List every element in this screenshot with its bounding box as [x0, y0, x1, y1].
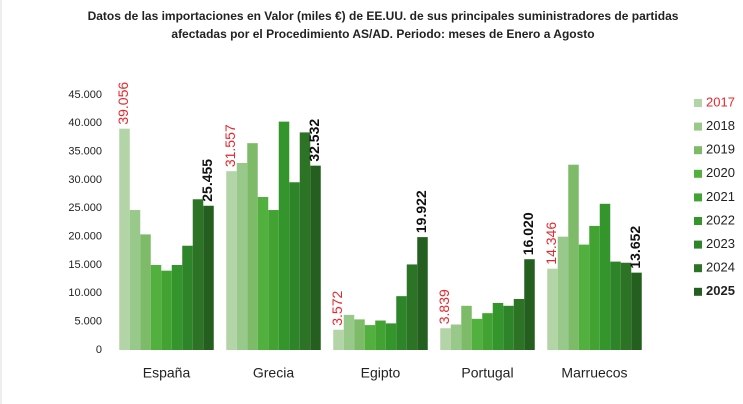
- bar: [129, 210, 141, 350]
- bar: [406, 264, 418, 350]
- bar: [182, 245, 193, 350]
- bar: [568, 164, 579, 350]
- bar: [161, 270, 172, 350]
- bar: [513, 299, 525, 350]
- y-tick-label: 25.000: [68, 202, 102, 214]
- legend-swatch: [694, 240, 702, 249]
- bar: [578, 244, 590, 350]
- bar: [278, 121, 290, 350]
- legend-label: 2018: [706, 118, 735, 133]
- legend-swatch: [694, 264, 702, 273]
- legend-swatch: [694, 122, 702, 131]
- legend-swatch: [694, 287, 702, 296]
- bar: [503, 305, 514, 350]
- y-tick-label: 35.000: [68, 146, 102, 158]
- bar: [620, 262, 632, 350]
- bar: [385, 323, 397, 350]
- bar: [289, 182, 300, 350]
- y-tick-label: 0: [96, 344, 102, 356]
- bar: [226, 171, 237, 350]
- bar: [482, 313, 493, 350]
- legend-swatch: [694, 169, 702, 178]
- chart-title: afectadas por el Procedimiento AS/AD. Pe…: [171, 27, 594, 41]
- bar: [257, 197, 269, 350]
- legend-label: 2019: [706, 142, 735, 157]
- bar: [450, 324, 462, 350]
- value-label: 14.346: [543, 222, 559, 265]
- bar: [547, 268, 558, 350]
- value-label: 39.056: [115, 82, 131, 125]
- bar: [299, 132, 311, 350]
- value-label: 25.455: [199, 159, 215, 202]
- bar: [364, 325, 376, 350]
- bar: [236, 163, 248, 350]
- bar: [354, 319, 365, 350]
- legend-label: 2025: [706, 283, 735, 298]
- bar: [631, 272, 642, 350]
- bar: [599, 203, 611, 350]
- value-label: 16.020: [520, 212, 536, 255]
- bar: [171, 265, 183, 350]
- y-tick-label: 30.000: [68, 174, 102, 186]
- bar: [375, 320, 386, 350]
- bar: [417, 237, 428, 350]
- value-label: 32.532: [306, 119, 322, 162]
- legend-label: 2017: [706, 94, 735, 109]
- bar: [589, 225, 600, 350]
- y-tick-label: 40.000: [68, 117, 102, 129]
- bar: [343, 314, 355, 350]
- chart-title: Datos de las importaciones en Valor (mil…: [88, 9, 679, 23]
- legend-swatch: [694, 193, 702, 202]
- legend-label: 2022: [706, 212, 735, 227]
- bar: [203, 205, 214, 350]
- bar: [557, 236, 569, 350]
- bar: [396, 296, 407, 350]
- legend-label: 2023: [706, 236, 735, 251]
- value-label: 13.652: [627, 226, 643, 269]
- bar: [268, 210, 279, 350]
- bar: [524, 259, 535, 350]
- value-label: 31.557: [222, 124, 238, 167]
- bar: [150, 265, 162, 350]
- y-tick-label: 20.000: [68, 231, 102, 243]
- bar: [333, 329, 344, 350]
- bar: [310, 165, 321, 350]
- x-tick-label: Grecia: [253, 365, 294, 381]
- bar: [192, 199, 204, 350]
- legend-label: 2020: [706, 165, 735, 180]
- y-tick-label: 10.000: [68, 287, 102, 299]
- x-tick-label: España: [143, 365, 191, 381]
- value-label: 3.839: [436, 289, 452, 324]
- x-tick-label: Egipto: [361, 365, 401, 381]
- y-tick-label: 5.000: [74, 316, 102, 328]
- legend-swatch: [694, 146, 702, 155]
- bar: [119, 128, 130, 350]
- x-tick-label: Marruecos: [561, 365, 627, 381]
- bar: [440, 328, 451, 350]
- bar: [247, 143, 258, 350]
- bar: [471, 318, 483, 350]
- y-tick-label: 15.000: [68, 259, 102, 271]
- value-label: 3.572: [329, 291, 345, 326]
- x-tick-label: Portugal: [461, 365, 513, 381]
- bar: [140, 234, 151, 350]
- legend-swatch: [694, 217, 702, 225]
- y-tick-label: 45.000: [68, 89, 102, 101]
- legend-label: 2021: [706, 189, 735, 204]
- bar: [610, 261, 621, 350]
- bar: [461, 305, 472, 350]
- legend-label: 2024: [706, 260, 735, 275]
- bar: [492, 302, 504, 350]
- legend-swatch: [694, 99, 702, 107]
- value-label: 19.922: [413, 190, 429, 233]
